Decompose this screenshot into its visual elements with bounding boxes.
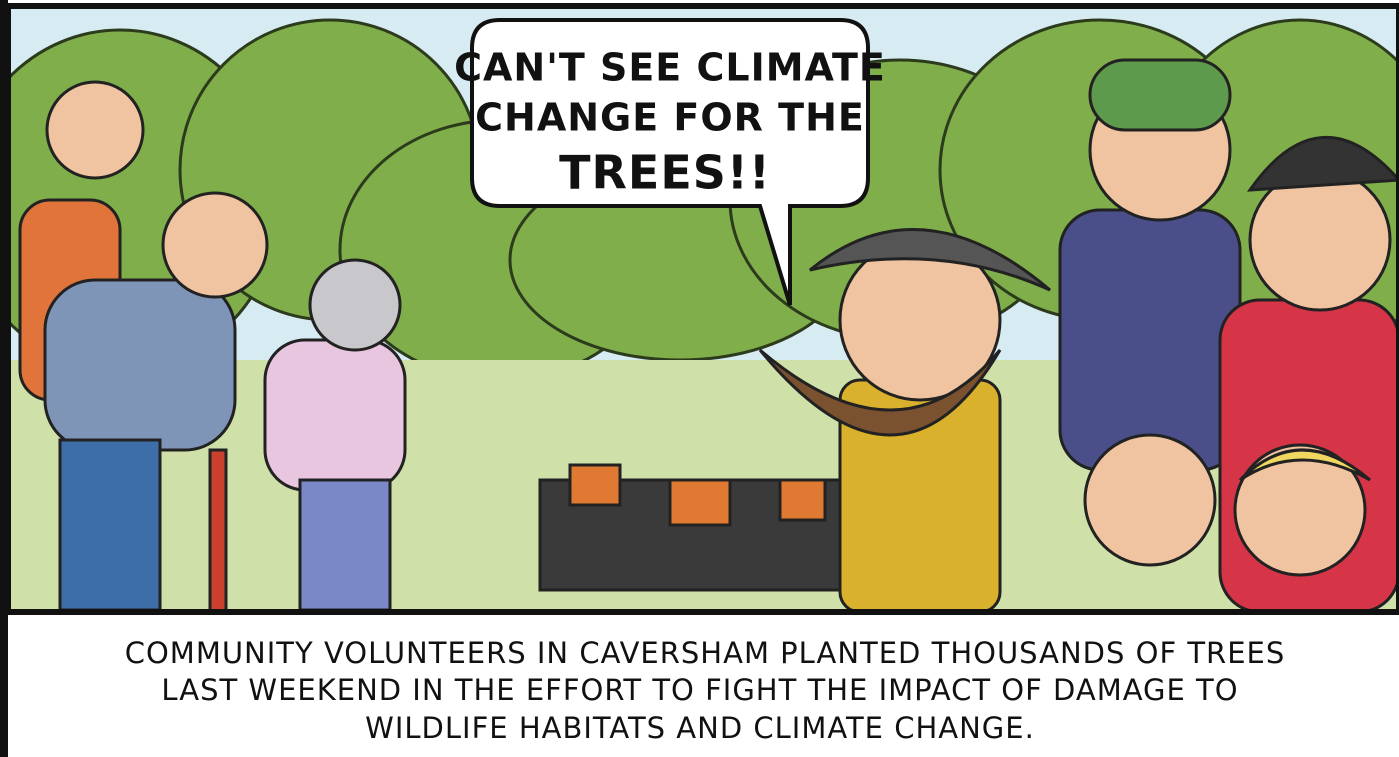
bubble-line: CHANGE FOR THE <box>475 96 865 140</box>
bubble-line: TREES!! <box>559 146 771 200</box>
cartoon-panel: CAN'T SEE CLIMATE CHANGE FOR THE TREES!! <box>0 6 1399 612</box>
cartoon-page: CAN'T SEE CLIMATE CHANGE FOR THE TREES!!… <box>0 0 1399 757</box>
left-border <box>0 0 8 757</box>
caption-line: LAST WEEKEND IN THE EFFORT TO FIGHT THE … <box>161 673 1238 707</box>
caption-line: COMMUNITY VOLUNTEERS IN CAVERSHAM PLANTE… <box>125 636 1286 670</box>
caption-line: WILDLIFE HABITATS AND CLIMATE CHANGE. <box>365 711 1035 745</box>
bubble-line: CAN'T SEE CLIMATE <box>454 46 886 90</box>
